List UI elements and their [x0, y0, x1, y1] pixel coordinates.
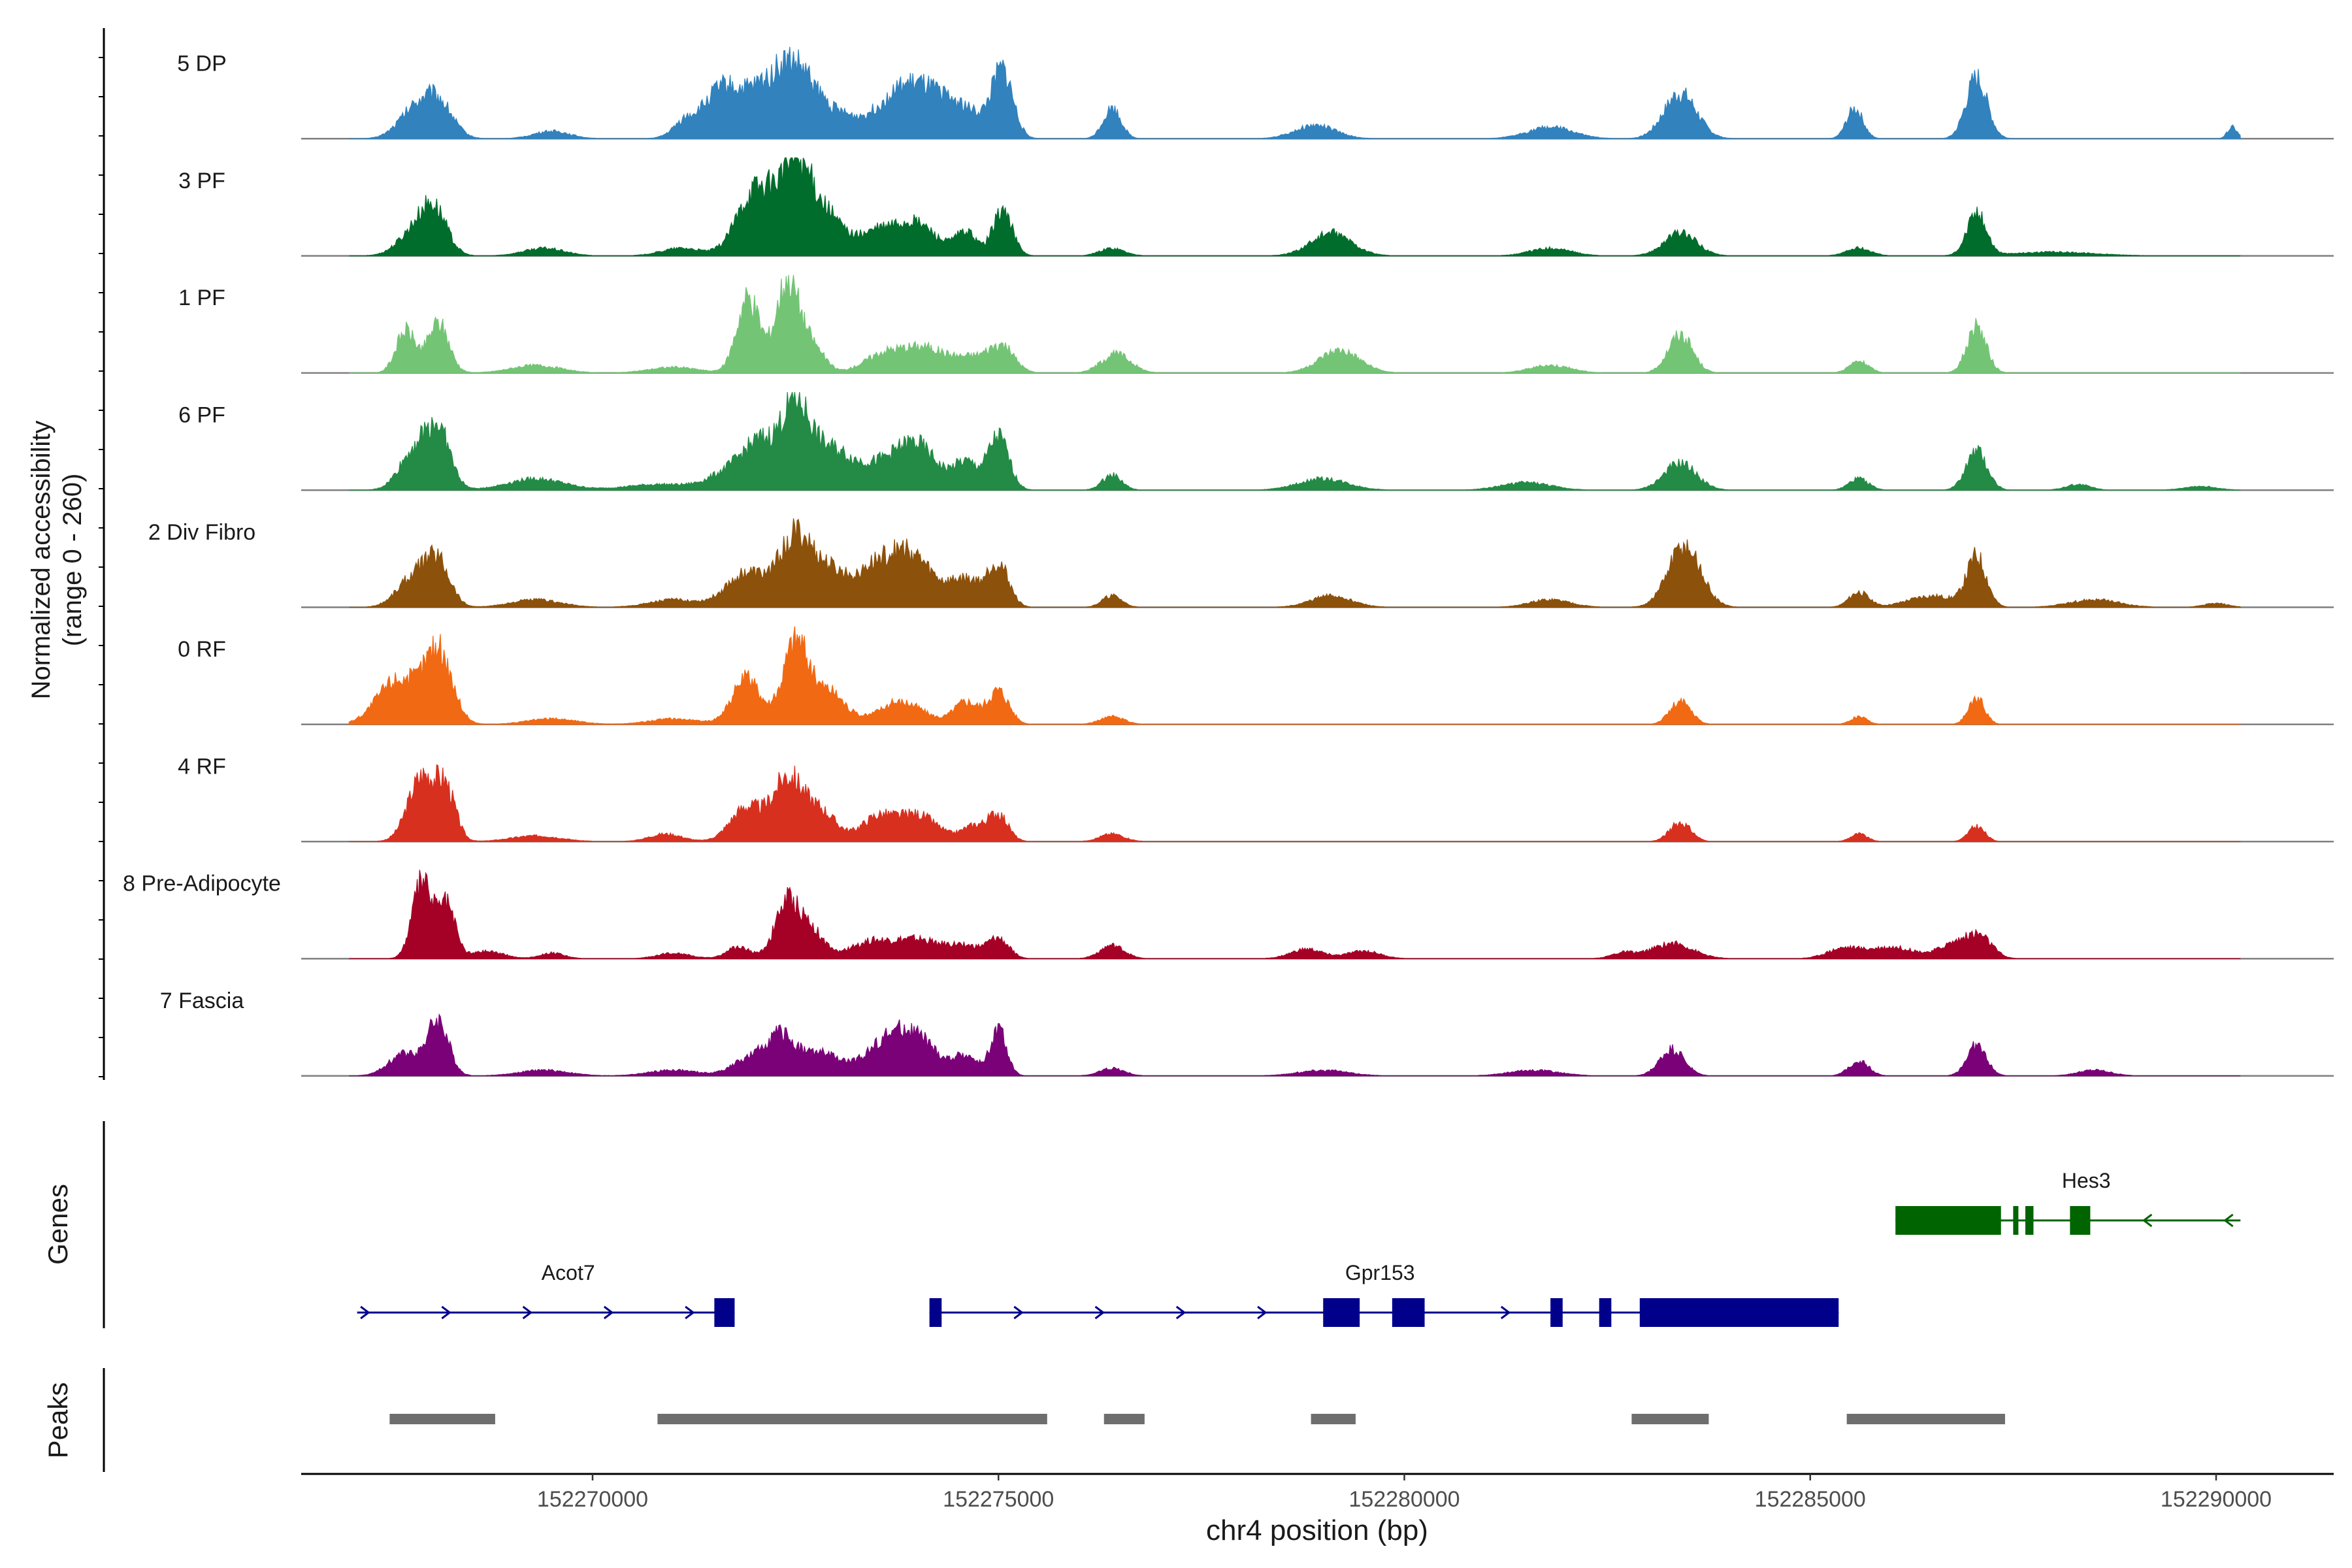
- strand-arrow: [1094, 1305, 1105, 1320]
- coverage-area-8-pre-adipocyte: [349, 870, 2241, 959]
- track-label-6-pf: 6 PF: [178, 403, 225, 428]
- peak-region: [1846, 1414, 2005, 1424]
- track-label-3-pf: 3 PF: [178, 169, 225, 193]
- x-tick-label: 152275000: [943, 1487, 1054, 1512]
- gene-exon: [2070, 1206, 2091, 1235]
- gene-exon: [1895, 1206, 2001, 1235]
- gene-exon: [1599, 1298, 1612, 1327]
- coverage-area-1-pf: [349, 274, 2241, 374]
- track-3-pf: 3 PF: [178, 157, 2334, 257]
- coverage-area-2-div-fibro: [349, 518, 2242, 608]
- genes-track: Acot7 Gpr153 Hes3: [357, 1169, 2241, 1327]
- gene-exon: [929, 1298, 942, 1327]
- track-label-2-div-fibro: 2 Div Fibro: [148, 520, 255, 545]
- x-axis-ticks: 152270000 152275000 152280000 152285000 1522…: [537, 1474, 2272, 1512]
- peak-region: [1311, 1414, 1356, 1424]
- track-label-5-dp: 5 DP: [177, 52, 227, 76]
- strand-arrow: [1013, 1305, 1024, 1320]
- coverage-area-7-fascia: [349, 1013, 2241, 1077]
- gene-label-hes3: Hes3: [2062, 1169, 2111, 1192]
- track-label-4-rf: 4 RF: [178, 754, 226, 779]
- gene-exon: [1392, 1298, 1425, 1327]
- track-4-rf: 4 RF: [178, 754, 2334, 843]
- gene-exon: [714, 1298, 735, 1327]
- strand-arrow: [2142, 1213, 2153, 1228]
- coverage-area-6-pf: [349, 392, 2241, 491]
- x-tick-label: 152270000: [537, 1487, 648, 1512]
- peak-region: [1631, 1414, 1709, 1424]
- coverage-area-0-rf: [348, 626, 2241, 725]
- gene-acot7: Acot7: [357, 1261, 735, 1327]
- strand-arrow: [685, 1305, 695, 1320]
- y-axis-title: Normalized accessibility (range 0 - 260): [27, 421, 87, 700]
- strand-arrow: [360, 1305, 370, 1320]
- track-0-rf: 0 RF: [178, 626, 2334, 726]
- peaks-track: [389, 1414, 2005, 1424]
- track-label-0-rf: 0 RF: [178, 637, 226, 662]
- gene-exon: [2025, 1206, 2034, 1235]
- track-label-8-pre-adipocyte: 8 Pre-Adipocyte: [123, 872, 281, 896]
- gene-hes3: Hes3: [1895, 1169, 2241, 1235]
- track-7-fascia: 7 Fascia: [160, 988, 2334, 1077]
- gene-exon: [1639, 1298, 1839, 1327]
- gene-label-acot7: Acot7: [542, 1261, 595, 1284]
- strand-arrow: [1175, 1305, 1186, 1320]
- strand-arrow: [522, 1305, 533, 1320]
- track-label-7-fascia: 7 Fascia: [160, 988, 244, 1013]
- gene-exon: [1550, 1298, 1563, 1327]
- x-tick-label: 152285000: [1755, 1487, 1866, 1512]
- track-2-div-fibro: 2 Div Fibro: [148, 518, 2334, 608]
- genes-track-label: Genes: [42, 1184, 73, 1265]
- strand-arrow: [2223, 1213, 2234, 1228]
- gene-exon: [1323, 1298, 1360, 1327]
- coverage-y-ticks: [99, 57, 104, 1077]
- x-axis-title: chr4 position (bp): [1206, 1514, 1428, 1546]
- peaks-track-label: Peaks: [42, 1382, 73, 1459]
- gene-label-gpr153: Gpr153: [1345, 1261, 1415, 1284]
- strand-arrow: [603, 1305, 614, 1320]
- x-tick-label: 152290000: [2161, 1487, 2272, 1512]
- track-1-pf: 1 PF: [178, 274, 2334, 374]
- track-label-1-pf: 1 PF: [178, 286, 225, 310]
- peak-region: [1103, 1414, 1145, 1424]
- y-axis-title-line2: (range 0 - 260): [58, 474, 87, 647]
- coverage-area-4-rf: [349, 764, 2241, 842]
- strand-arrow: [1500, 1305, 1511, 1320]
- peak-region: [657, 1414, 1047, 1424]
- track-5-dp: 5 DP: [177, 46, 2334, 140]
- x-tick-label: 152280000: [1348, 1487, 1460, 1512]
- track-8-pre-adipocyte: 8 Pre-Adipocyte: [123, 870, 2334, 960]
- coverage-area-5-dp: [349, 46, 2241, 139]
- peak-region: [389, 1414, 495, 1424]
- track-6-pf: 6 PF: [178, 392, 2334, 491]
- gene-gpr153: Gpr153: [929, 1261, 1839, 1327]
- strand-arrow: [1257, 1305, 1267, 1320]
- y-axis-title-line1: Normalized accessibility: [27, 421, 56, 700]
- coverage-tracks: 5 DP 3 PF 1 PF 6 PF 2 Div Fibro 0 RF 4 RF 8 Pre…: [123, 46, 2334, 1077]
- gene-exon: [2013, 1206, 2019, 1235]
- coverage-area-3-pf: [349, 157, 2241, 257]
- strand-arrow: [441, 1305, 451, 1320]
